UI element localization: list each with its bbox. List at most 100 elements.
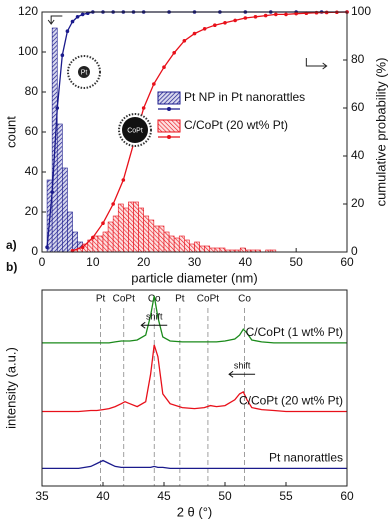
histogram-bar [178,235,185,253]
cumulative-point [55,106,60,110]
histogram-bar [204,245,211,253]
histogram-bar [153,225,160,253]
cumulative-point [80,245,85,249]
particle-icon: Pt [67,55,101,89]
histogram-bar [219,247,226,253]
x-tick-label: 50 [289,255,303,269]
y2-tick-label: 100 [351,4,371,18]
histogram-bar [148,219,155,253]
histogram-bar [117,203,124,253]
particle-icon: CoPt [118,113,152,147]
legend-label: C/CoPt (20 wt% Pt) [184,118,288,132]
histogram-bar [143,215,150,253]
cumulative-point [141,106,146,110]
spectrum-line [42,344,347,413]
reference-label: CoPt [113,294,135,305]
panel-label: b) [6,260,17,274]
cumulative-point [45,245,49,249]
y2-tick-label: 40 [351,148,365,162]
legend-label: Pt NP in Pt nanorattles [184,90,305,104]
histogram-bar [209,247,216,253]
cumulative-point [111,202,115,206]
shift-arrow [140,321,168,329]
x-tick-label: 60 [340,489,354,503]
x-tick-label: 60 [340,255,354,269]
panel-label: a) [6,238,17,252]
histogram-bar [62,167,68,253]
reference-label: Pt [175,294,185,305]
y-axis-title: intensity (a.u.) [3,347,18,429]
series-label: C/CoPt (1 wt% Pt) [246,325,343,339]
histogram-bar [107,221,114,253]
cumulative-point [121,178,126,182]
legend-marker [167,107,171,111]
histogram-bar [199,245,205,253]
histogram-bar [112,215,119,253]
series-label: Pt nanorattles [269,451,343,465]
y-tick-label: 100 [18,44,38,58]
series-label: C/CoPt (20 wt% Pt) [239,394,343,408]
y-tick-label: 80 [25,84,39,98]
annotation: shift [234,361,251,371]
x-tick-label: 40 [239,255,253,269]
histogram-bar [163,231,170,253]
y2-tick-label: 80 [351,52,365,66]
cumulative-point [80,12,85,17]
reference-label: Co [238,294,251,305]
cumulative-point [274,12,278,17]
x-tick-label: 30 [188,255,202,269]
histogram-bar [184,239,190,253]
cumulative-point [162,65,166,69]
spectrum-line [42,459,347,470]
histogram-bar [168,235,175,253]
histogram-bar [194,241,200,253]
icon-label: CoPt [127,127,143,134]
histogram-bar [128,201,134,253]
x-tick-label: 50 [218,489,232,503]
cumulative-point [253,14,258,19]
x-axis-title: 2 θ (°) [177,504,213,519]
cumulative-point [152,82,156,86]
histogram-bar [239,247,246,253]
histogram-bar [214,247,221,253]
reference-label: CoPt [197,294,219,305]
y-axis-title: count [3,116,18,148]
histogram-bar [173,237,180,253]
spectrum-line [42,295,347,344]
cumulative-point [263,13,268,18]
histogram-bar [97,235,104,253]
histogram-bar [102,231,109,253]
y2-tick-label: 0 [351,244,358,258]
cumulative-point [101,221,105,225]
histogram-bar [133,201,139,253]
cumulative-point [223,21,227,25]
icon-core [122,117,148,143]
histogram-bar [56,123,63,253]
x-tick-label: 35 [35,489,49,503]
cumulative-point [314,10,319,15]
cumulative-point [213,23,217,28]
x-axis-title: particle diameter (nm) [131,270,257,285]
legend-swatch [157,119,181,133]
y-tick-label: 120 [18,4,38,18]
cumulative-point [192,31,197,36]
axis-arrow [47,15,63,25]
y-tick-label: 60 [25,124,39,138]
x-tick-label: 10 [86,255,100,269]
x-tick-label: 40 [96,489,110,503]
icon-core [78,66,90,78]
cumulative-point [172,51,176,55]
x-tick-label: 0 [39,255,46,269]
cumulative-point [294,11,298,16]
y-tick-label: 0 [31,244,38,258]
cumulative-point [60,53,65,57]
cumulative-point [65,29,70,33]
cumulative-point [243,16,248,20]
cumulative-point [70,19,75,24]
icon-label: Pt [81,69,88,76]
histogram-bar [67,211,73,253]
x-tick-label: 45 [157,489,171,503]
histogram-bar [123,207,129,253]
